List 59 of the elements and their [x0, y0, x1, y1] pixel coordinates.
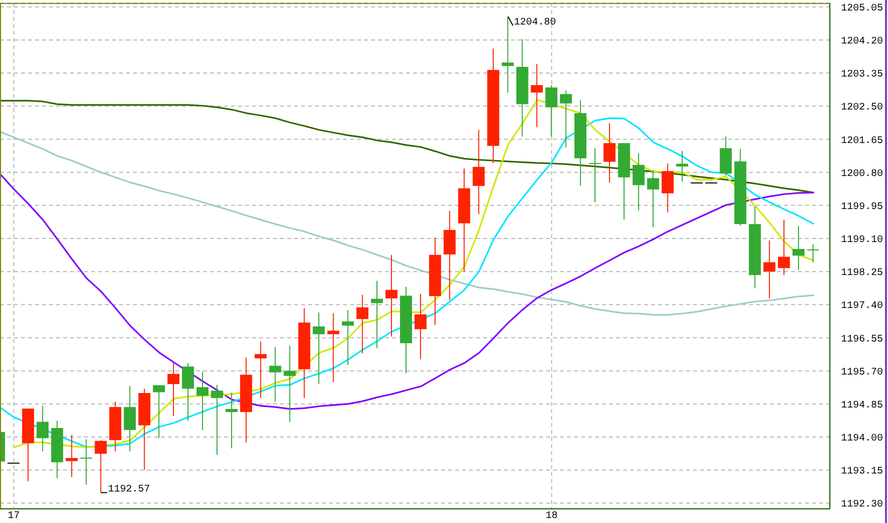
- y-tick-label: 1199.10: [841, 235, 884, 246]
- candlestick: [342, 310, 354, 366]
- candlestick: [269, 346, 282, 402]
- y-tick-label: 1202.50: [841, 102, 884, 114]
- y-tick-label: 1195.70: [841, 367, 884, 378]
- candlestick: [763, 240, 776, 299]
- y-tick-label: 1198.25: [841, 268, 884, 280]
- y-tick-label: 1203.35: [841, 70, 884, 81]
- candlestick: [182, 362, 194, 422]
- candlestick: [676, 150, 688, 182]
- line-series: [0, 130, 814, 316]
- y-tick-label: 1194.85: [841, 400, 884, 412]
- candlestick: [545, 84, 558, 138]
- y-tick-label: 1204.20: [841, 36, 884, 48]
- candlestick: [211, 384, 224, 456]
- candlestick: [284, 345, 296, 423]
- candlestick: [530, 64, 543, 128]
- candlestick: [36, 405, 49, 452]
- x-tick-label: 18: [546, 511, 558, 522]
- line-series: [0, 100, 814, 194]
- y-tick-label: 1194.00: [841, 434, 884, 445]
- candlestick: [414, 293, 427, 360]
- candlestick: [196, 371, 209, 430]
- line-series: [0, 172, 814, 410]
- y-tick-label: 1199.95: [841, 202, 884, 213]
- candlestick: [356, 294, 368, 354]
- candlestick: [94, 440, 107, 494]
- candlestick: [327, 312, 340, 383]
- candlestick: [632, 152, 645, 211]
- annotation: 1204.80: [514, 18, 556, 29]
- candlestick: [385, 254, 398, 338]
- candlestick: [254, 341, 267, 399]
- candlestick: [472, 129, 485, 215]
- candlestick: [778, 219, 790, 276]
- candlestick: [312, 312, 325, 385]
- y-tick-label: 1201.65: [841, 136, 884, 147]
- candlestick: [588, 148, 601, 203]
- candlestick: [604, 122, 616, 184]
- y-tick-label: 1200.80: [841, 168, 884, 180]
- y-tick-label: 1192.30: [841, 500, 884, 511]
- candlestick: [647, 169, 660, 228]
- candlestick: [167, 362, 180, 416]
- candlestick: [152, 384, 165, 439]
- candlestick: [560, 90, 572, 148]
- candlestick: [226, 392, 238, 449]
- y-tick-label: 1196.55: [841, 334, 884, 346]
- candlestick: [662, 162, 674, 213]
- candlestick: [370, 280, 383, 349]
- candlestick: [124, 386, 136, 452]
- candlestick: [792, 226, 804, 271]
- candlestick: [66, 434, 78, 478]
- y-tick-label: 1197.40: [841, 301, 884, 312]
- annotation: 1192.57: [108, 484, 150, 496]
- candlestick: [80, 438, 92, 486]
- candlestick: [807, 244, 820, 263]
- candlestick: [502, 16, 514, 94]
- y-tick-label: 1205.05: [841, 3, 884, 14]
- x-tick-label: 17: [8, 511, 20, 522]
- y-tick-label: 1193.15: [841, 466, 884, 478]
